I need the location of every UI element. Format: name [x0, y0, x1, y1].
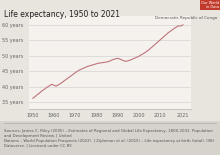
- Text: Life expectancy, 1950 to 2021: Life expectancy, 1950 to 2021: [4, 10, 120, 19]
- Text: Democratic Republic of Congo: Democratic Republic of Congo: [156, 16, 218, 20]
- Text: Sources: James C. Riley (2005) – Estimates of Regional and Global Life Expectanc: Sources: James C. Riley (2005) – Estimat…: [4, 129, 214, 147]
- Text: Our World
in Data: Our World in Data: [201, 1, 219, 9]
